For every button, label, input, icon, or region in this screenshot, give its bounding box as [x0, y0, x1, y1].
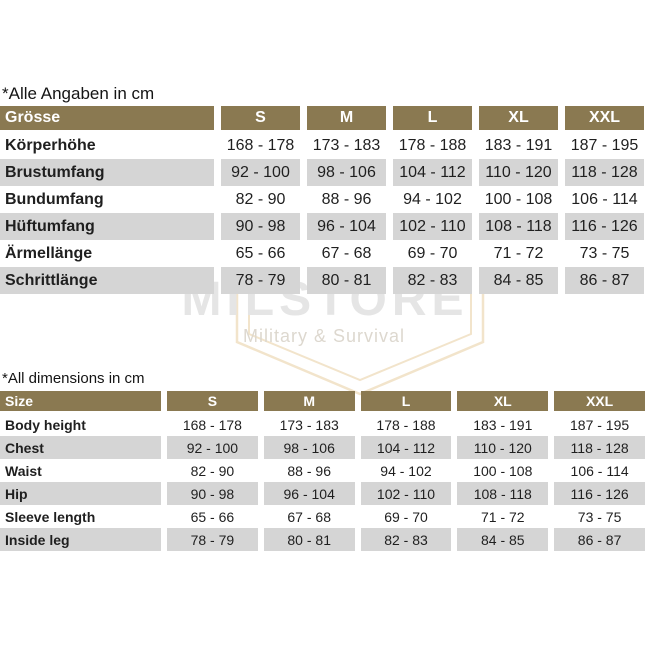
- column-header-size: S: [221, 106, 300, 132]
- column-header-size: XXL: [554, 391, 645, 413]
- row-label: Ärmellänge: [0, 240, 214, 267]
- size-value-cell: 90 - 98: [167, 482, 258, 505]
- size-value-cell: 78 - 79: [167, 528, 258, 551]
- size-value-cell: 80 - 81: [307, 267, 386, 294]
- row-label: Hip: [0, 482, 161, 505]
- column-header-size: XL: [479, 106, 558, 132]
- row-label: Waist: [0, 459, 161, 482]
- size-value-cell: 104 - 112: [393, 159, 472, 186]
- size-value-cell: 118 - 128: [565, 159, 644, 186]
- size-value-cell: 96 - 104: [307, 213, 386, 240]
- row-label: Body height: [0, 413, 161, 436]
- size-value-cell: 92 - 100: [221, 159, 300, 186]
- row-label: Körperhöhe: [0, 132, 214, 159]
- row-label: Brustumfang: [0, 159, 214, 186]
- size-value-cell: 108 - 118: [479, 213, 558, 240]
- size-value-cell: 178 - 188: [360, 413, 452, 436]
- size-value-cell: 82 - 83: [360, 528, 452, 551]
- size-value-cell: 84 - 85: [479, 267, 558, 294]
- size-value-cell: 173 - 183: [263, 413, 355, 436]
- size-value-cell: 110 - 120: [457, 436, 549, 459]
- size-value-cell: 86 - 87: [554, 528, 645, 551]
- size-value-cell: 73 - 75: [565, 240, 644, 267]
- size-value-cell: 67 - 68: [307, 240, 386, 267]
- size-value-cell: 73 - 75: [554, 505, 645, 528]
- row-label: Bundumfang: [0, 186, 214, 213]
- size-value-cell: 65 - 66: [221, 240, 300, 267]
- size-value-cell: 94 - 102: [360, 459, 452, 482]
- size-value-cell: 100 - 108: [479, 186, 558, 213]
- size-value-cell: 67 - 68: [263, 505, 355, 528]
- column-header-size: L: [360, 391, 452, 413]
- size-table-german: Grösse S M L XL XXL Körperhöhe 168 - 178 173 - 1…: [0, 106, 644, 294]
- size-value-cell: 187 - 195: [565, 132, 644, 159]
- size-value-cell: 71 - 72: [479, 240, 558, 267]
- row-label: Sleeve length: [0, 505, 161, 528]
- size-value-cell: 168 - 178: [221, 132, 300, 159]
- size-value-cell: 92 - 100: [167, 436, 258, 459]
- size-value-cell: 69 - 70: [393, 240, 472, 267]
- size-value-cell: 183 - 191: [479, 132, 558, 159]
- size-value-cell: 82 - 90: [221, 186, 300, 213]
- size-value-cell: 82 - 83: [393, 267, 472, 294]
- column-header-label: Grösse: [0, 106, 214, 132]
- column-header-size: L: [393, 106, 472, 132]
- size-value-cell: 108 - 118: [457, 482, 549, 505]
- shield-outline-icon: [235, 292, 485, 396]
- column-header-size: M: [263, 391, 355, 413]
- row-label: Chest: [0, 436, 161, 459]
- watermark-tagline-text: Military & Survival: [242, 326, 406, 346]
- column-header-size: S: [167, 391, 258, 413]
- size-value-cell: 84 - 85: [457, 528, 549, 551]
- size-value-cell: 98 - 106: [263, 436, 355, 459]
- size-value-cell: 98 - 106: [307, 159, 386, 186]
- size-value-cell: 94 - 102: [393, 186, 472, 213]
- column-header-size: M: [307, 106, 386, 132]
- row-label: Inside leg: [0, 528, 161, 551]
- row-label: Hüftumfang: [0, 213, 214, 240]
- size-value-cell: 178 - 188: [393, 132, 472, 159]
- size-value-cell: 102 - 110: [360, 482, 452, 505]
- size-value-cell: 82 - 90: [167, 459, 258, 482]
- size-value-cell: 88 - 96: [263, 459, 355, 482]
- size-value-cell: 80 - 81: [263, 528, 355, 551]
- size-table-english: Size S M L XL XXL Body height 168 - 178 173 - 18…: [0, 391, 645, 551]
- size-value-cell: 183 - 191: [457, 413, 549, 436]
- size-value-cell: 96 - 104: [263, 482, 355, 505]
- size-value-cell: 102 - 110: [393, 213, 472, 240]
- size-value-cell: 88 - 96: [307, 186, 386, 213]
- size-value-cell: 173 - 183: [307, 132, 386, 159]
- column-header-size: XL: [457, 391, 549, 413]
- size-value-cell: 106 - 114: [565, 186, 644, 213]
- size-value-cell: 110 - 120: [479, 159, 558, 186]
- column-header-label: Size: [0, 391, 161, 413]
- size-value-cell: 116 - 126: [554, 482, 645, 505]
- size-value-cell: 78 - 79: [221, 267, 300, 294]
- row-label: Schrittlänge: [0, 267, 214, 294]
- table-title-german: *Alle Angaben in cm: [2, 84, 155, 103]
- size-value-cell: 100 - 108: [457, 459, 549, 482]
- size-value-cell: 168 - 178: [167, 413, 258, 436]
- column-header-size: XXL: [565, 106, 644, 132]
- size-value-cell: 65 - 66: [167, 505, 258, 528]
- size-value-cell: 116 - 126: [565, 213, 644, 240]
- size-value-cell: 104 - 112: [360, 436, 452, 459]
- size-value-cell: 118 - 128: [554, 436, 645, 459]
- size-value-cell: 187 - 195: [554, 413, 645, 436]
- size-value-cell: 71 - 72: [457, 505, 549, 528]
- size-value-cell: 90 - 98: [221, 213, 300, 240]
- size-value-cell: 106 - 114: [554, 459, 645, 482]
- size-value-cell: 69 - 70: [360, 505, 452, 528]
- table-title-english: *All dimensions in cm: [2, 370, 145, 387]
- size-value-cell: 86 - 87: [565, 267, 644, 294]
